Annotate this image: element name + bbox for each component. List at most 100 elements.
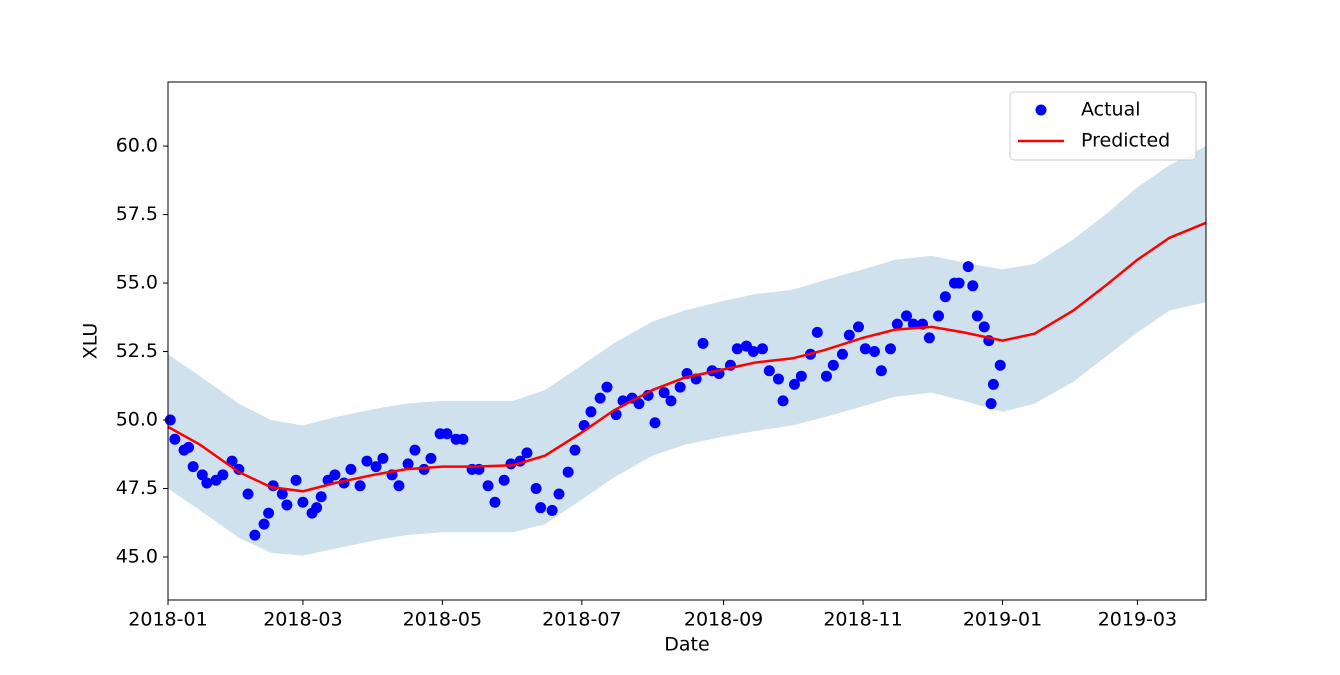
actual-point — [674, 381, 686, 393]
y-tick-label: 52.5 — [116, 340, 158, 362]
actual-point — [665, 395, 677, 407]
actual-point — [763, 365, 775, 377]
actual-point — [441, 428, 453, 440]
actual-point — [169, 433, 181, 445]
actual-point — [868, 346, 880, 358]
actual-point — [370, 461, 382, 473]
actual-point — [971, 310, 983, 322]
actual-point — [884, 343, 896, 355]
actual-point — [852, 321, 864, 333]
actual-point — [978, 321, 990, 333]
y-tick-label: 60.0 — [116, 135, 158, 157]
y-axis-label: XLU — [80, 323, 102, 360]
actual-point — [345, 463, 357, 475]
y-tick-label: 55.0 — [116, 272, 158, 294]
actual-point — [777, 395, 789, 407]
x-tick-label: 2018-05 — [403, 609, 482, 631]
actual-point — [361, 455, 373, 467]
actual-point — [658, 387, 670, 399]
actual-point — [187, 461, 199, 473]
plot-frame — [167, 81, 1207, 601]
actual-point — [530, 483, 542, 495]
actual-point — [393, 480, 405, 492]
actual-point — [196, 469, 208, 481]
actual-point — [836, 348, 848, 360]
actual-point — [697, 337, 709, 349]
actual-point — [242, 488, 254, 500]
predicted-line — [167, 221, 1207, 493]
actual-point — [731, 343, 743, 355]
actual-point — [183, 441, 195, 453]
actual-point — [249, 529, 261, 541]
actual-point — [795, 370, 807, 382]
actual-point — [932, 310, 944, 322]
actual-point — [377, 452, 389, 464]
actual-point — [569, 444, 581, 456]
actual-point — [859, 343, 871, 355]
actual-point — [290, 474, 302, 486]
actual-point — [962, 261, 974, 273]
actual-point — [820, 370, 832, 382]
actual-point — [601, 381, 613, 393]
legend-marker — [1035, 104, 1047, 116]
actual-point — [756, 343, 768, 355]
actual-point — [953, 277, 965, 289]
actual-point — [489, 496, 501, 508]
actual-point — [967, 280, 979, 292]
actual-point — [521, 447, 533, 459]
actual-point — [994, 359, 1006, 371]
actual-point — [843, 329, 855, 341]
x-tick-label: 2019-03 — [1098, 609, 1177, 631]
actual-point — [546, 504, 558, 516]
actual-point — [633, 398, 645, 410]
actual-point — [811, 326, 823, 338]
actual-point — [923, 332, 935, 344]
x-tick-label: 2018-03 — [263, 609, 342, 631]
x-tick-label: 2018-11 — [823, 609, 902, 631]
actual-point — [985, 398, 997, 410]
confidence-band — [168, 146, 1206, 556]
actual-point — [827, 359, 839, 371]
actual-point — [594, 392, 606, 404]
actual-point — [649, 417, 661, 429]
actual-point — [535, 502, 547, 514]
y-tick-label: 45.0 — [116, 545, 158, 567]
actual-point — [457, 433, 469, 445]
actual-point — [201, 477, 213, 489]
actual-point — [585, 406, 597, 418]
actual-point — [553, 488, 565, 500]
x-tick-label: 2018-07 — [542, 609, 621, 631]
y-tick-label: 57.5 — [116, 203, 158, 225]
actual-point — [939, 291, 951, 303]
x-tick-label: 2018-01 — [128, 609, 207, 631]
actual-point — [402, 458, 414, 470]
actual-point — [747, 346, 759, 358]
actual-point — [258, 518, 270, 530]
actual-point — [281, 499, 293, 511]
actual-point — [772, 373, 784, 385]
actual-point — [562, 466, 574, 478]
x-tick-label: 2018-09 — [684, 609, 763, 631]
x-axis-label: Date — [664, 634, 709, 656]
actual-point — [354, 480, 366, 492]
x-tick-label: 2019-01 — [963, 609, 1042, 631]
actual-point — [297, 496, 309, 508]
actual-point — [498, 474, 510, 486]
legend-label: Actual — [1081, 99, 1141, 121]
actual-point — [263, 507, 275, 519]
actual-point — [329, 469, 341, 481]
actual-point — [311, 502, 323, 514]
actual-point — [987, 378, 999, 390]
actual-point — [482, 480, 494, 492]
actual-point — [217, 469, 229, 481]
legend-box — [1009, 91, 1197, 161]
actual-point — [315, 491, 327, 503]
legend-label: Predicted — [1081, 130, 1170, 152]
actual-point — [276, 488, 288, 500]
actual-point — [875, 365, 887, 377]
actual-point — [788, 378, 800, 390]
actual-point — [409, 444, 421, 456]
actual-point — [891, 318, 903, 330]
y-tick-label: 47.5 — [116, 477, 158, 499]
